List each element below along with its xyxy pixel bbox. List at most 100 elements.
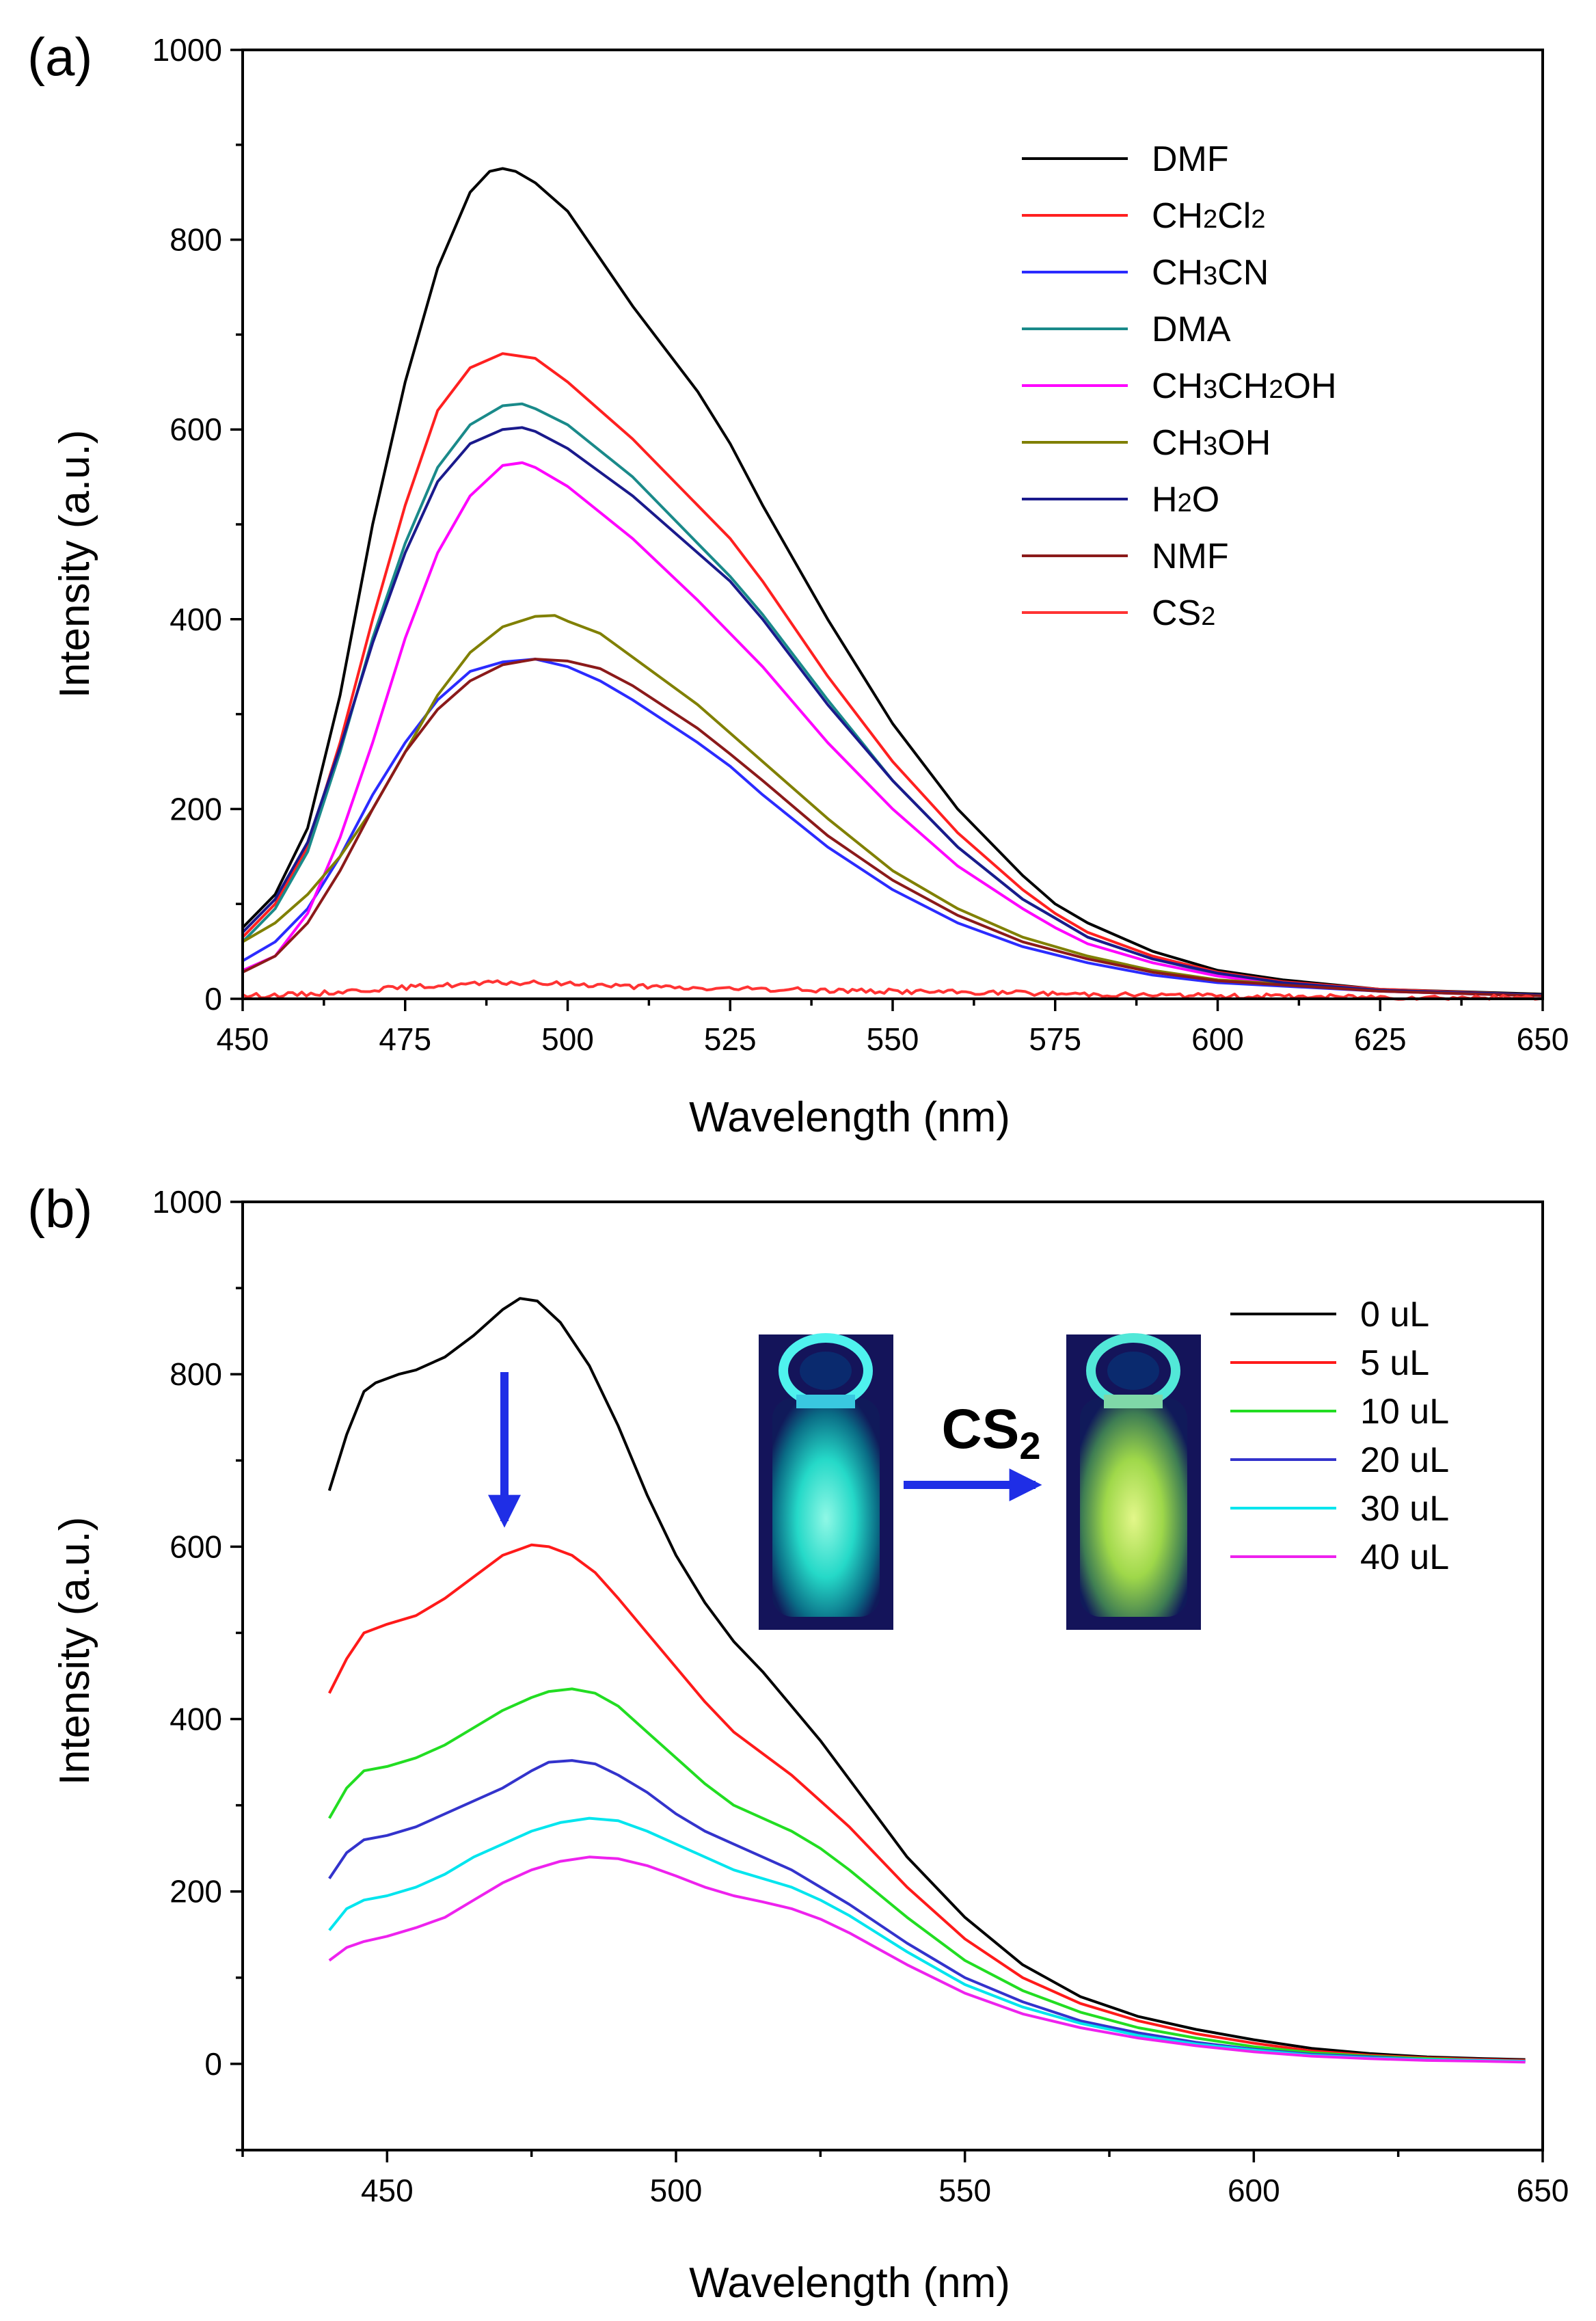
panel-b-label: (b) [27,1179,92,1239]
panel-b-x-tick-label: 550 [938,2173,991,2208]
legend-label-part: CN [1217,253,1269,293]
legend-label-part: 2 [1203,205,1217,234]
panel-a-legend-label-nmf: NMF [1152,537,1229,576]
panel-a-x-tick-label: 475 [379,1021,431,1057]
panel-b-legend-label-20-ul: 20 uL [1360,1440,1449,1480]
panel-a-series-ch3ch2oh [242,461,1543,997]
panel-a-legend-label-ch3oh: CH3OH [1152,423,1271,463]
vial-photo-after [1066,1333,1201,1630]
panel-b-legend-label-5-ul: 5 uL [1360,1343,1429,1383]
cs2-inset-subscript: 2 [1019,1424,1040,1467]
panel-a-legend-label-ch3ch2oh: CH3CH2OH [1152,366,1337,406]
panel-a-y-tick-label: 1000 [152,32,222,68]
panel-a-series [241,167,1543,1001]
panel-b-legend-label-30-ul: 30 uL [1360,1489,1449,1529]
panel-a-y-tick-label: 0 [204,981,222,1017]
panel-b-y-tick-label: 800 [170,1356,222,1392]
panel-a-series-dmf [241,167,1543,996]
panel-a-x-tick-label: 600 [1191,1021,1244,1057]
panel-b-x-tick-label: 500 [650,2173,703,2208]
legend-label-part: CH [1152,196,1203,236]
panel-a-y-tick-label: 200 [170,791,222,827]
panel-b-legend-label-40-ul: 40 uL [1360,1538,1449,1577]
legend-label-part: H [1152,480,1178,520]
panel-a-legend-label-dma: DMA [1152,310,1231,349]
panel-b-y-tick-label: 1000 [152,1184,222,1220]
panel-b-y-tick-label: 400 [170,1702,222,1737]
legend-label-part: 2 [1251,205,1265,234]
panel-a-x-tick-label: 650 [1517,1021,1569,1057]
panel-b-x-tick-label: 650 [1517,2173,1569,2208]
legend-label-part: CH [1217,366,1269,406]
panel-a-series-cs2 [242,979,1540,1001]
legend-label-part: Cl [1217,196,1251,236]
legend-label-part: CH [1152,366,1203,406]
panel-b-series-40-ul [328,1855,1526,2064]
panel-b-x-tick-label: 600 [1228,2173,1280,2208]
panel-a-plot-frame [241,49,1544,1000]
panel-a-legend-label-ch3cn: CH3CN [1152,253,1269,293]
panel-a-series-ch3oh [241,614,1543,997]
panel-a-series-nmf [242,658,1543,997]
legend-label-part: 2 [1269,375,1283,404]
legend-label-part: 3 [1203,375,1217,404]
panel-a-x-tick-label: 550 [867,1021,919,1057]
panel-a-series-ch2cl2 [241,352,1543,997]
panel-a-x-tick-label: 625 [1354,1021,1407,1057]
legend-label-part: OH [1217,423,1271,463]
panel-b-series [327,1297,1526,2064]
panel-a-x-tick-label: 500 [541,1021,594,1057]
panel-b-y-tick-label: 0 [204,2046,222,2082]
legend-label-part: DMF [1152,139,1229,179]
panel-a-x-tick-label: 575 [1029,1021,1081,1057]
legend-label-part: CS [1152,593,1201,633]
panel-a-legend-label-ch2cl2: CH2Cl2 [1152,196,1266,236]
legend-label-part: 2 [1201,602,1215,631]
panel-a-y-axis-title: Intensity (a.u.) [51,430,98,699]
panel-b-series-10-ul [328,1687,1526,2063]
panel-a-legend-label-cs2: CS2 [1152,593,1215,633]
panel-a-x-tick-label: 525 [704,1021,757,1057]
vial-photo-before [759,1333,893,1630]
legend-label-part: CH [1152,423,1203,463]
panel-b-plot-frame [241,1200,1544,2151]
panel-b-series-30-ul [328,1816,1526,2063]
panel-a-legend-label-h2o: H2O [1152,480,1219,520]
legend-label-part: OH [1284,366,1337,406]
panel-a-series-ch3cn [241,658,1543,997]
panel-a: (a) Intensity (a.u.) Wavelength (nm) 450… [27,27,1569,1141]
panel-a-y-tick-label: 800 [170,222,222,258]
legend-label-part: 3 [1203,262,1217,291]
legend-label-part: CH [1152,253,1203,293]
panel-a-y-tick-label: 400 [170,602,222,637]
panel-b-legend-label-10-ul: 10 uL [1360,1392,1449,1432]
panel-b-y-axis-title: Intensity (a.u.) [51,1517,98,1786]
panel-b: (b) Intensity (a.u.) Wavelength (nm) 450… [27,1179,1569,2307]
panel-a-y-tick-label: 600 [170,412,222,447]
legend-label-part: DMA [1152,310,1231,349]
panel-b-series-0-ul [327,1297,1526,2061]
vial-inset: CS2 [759,1333,1201,1630]
panel-a-label: (a) [27,27,92,87]
legend-label-part: O [1192,480,1219,520]
panel-a-legend-label-dmf: DMF [1152,139,1229,179]
panel-b-x-tick-label: 450 [361,2173,414,2208]
panel-a-x-tick-label: 450 [217,1021,269,1057]
cs2-inset-main: CS [941,1398,1019,1460]
cs2-inset-label: CS2 [941,1398,1040,1467]
legend-label-part: 2 [1178,489,1192,518]
panel-a-x-axis-title: Wavelength (nm) [689,1094,1010,1141]
panel-b-y-tick-label: 200 [170,1874,222,1909]
panel-a-series-h2o [241,426,1543,997]
panel-b-series-5-ul [328,1543,1526,2062]
panel-b-legend: 0 uL 5 uL 10 uL 20 uL 30 uL 40 uL [1230,1295,1449,1577]
legend-label-part: NMF [1152,537,1229,576]
panel-b-y-tick-label: 600 [170,1529,222,1564]
panel-a-ticks: 450 475 500 525 550 575 600 625 650 0 200 400 600 800… [152,32,1569,1057]
panel-b-series-20-ul [328,1759,1526,2063]
panel-b-legend-label-0-ul: 0 uL [1360,1295,1429,1334]
panel-b-ticks: 450 500 550 600 650 0 200 400 600 800 1000 [152,1184,1569,2208]
